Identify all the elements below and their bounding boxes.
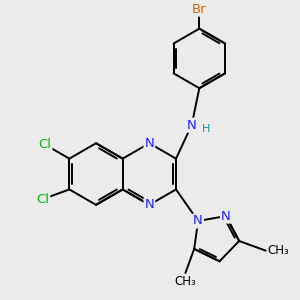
Text: Cl: Cl [38,138,51,151]
Text: N: N [145,198,154,211]
Text: N: N [193,214,203,227]
Text: CH₃: CH₃ [175,275,196,288]
Text: H: H [201,124,210,134]
Text: N: N [221,210,231,223]
Text: Br: Br [192,3,207,16]
Text: Cl: Cl [36,193,49,206]
Text: CH₃: CH₃ [268,244,290,257]
Text: N: N [145,137,154,150]
Text: N: N [187,118,196,132]
